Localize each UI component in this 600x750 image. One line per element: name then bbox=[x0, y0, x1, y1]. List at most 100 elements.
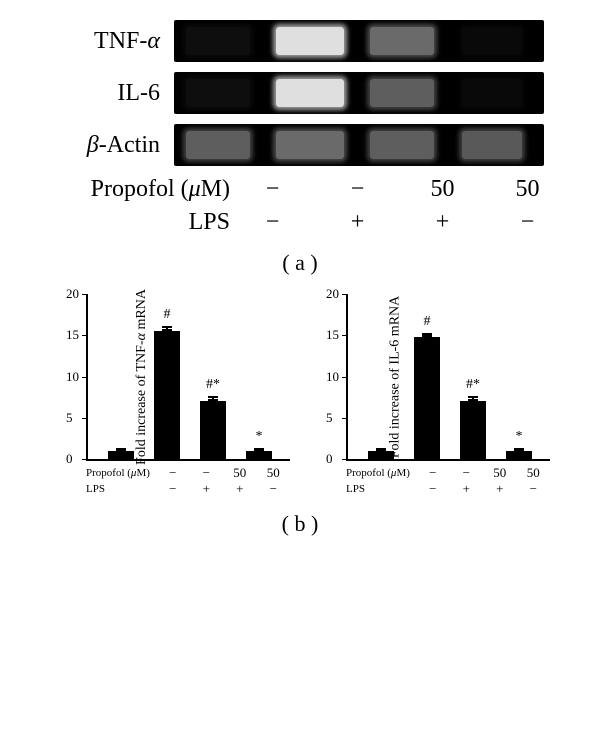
y-tick bbox=[342, 459, 348, 460]
gel-band bbox=[462, 131, 522, 159]
y-tick bbox=[342, 335, 348, 336]
significance-annotation: * bbox=[256, 429, 263, 445]
bar bbox=[506, 451, 532, 459]
condition-row: Propofol (μM)−−5050 bbox=[346, 465, 550, 481]
gel-row: β-Actin bbox=[30, 124, 570, 166]
error-bar bbox=[166, 326, 168, 331]
error-bar bbox=[472, 396, 474, 401]
bar bbox=[414, 337, 440, 459]
bar bbox=[154, 331, 180, 459]
y-tick bbox=[82, 418, 88, 419]
y-tick-label: 5 bbox=[326, 410, 333, 426]
condition-row: LPS−++− bbox=[30, 209, 570, 236]
condition-label: LPS bbox=[86, 483, 156, 495]
plot-area: Fold increase of IL-6 mRNA05101520##** bbox=[346, 294, 550, 461]
condition-value: + bbox=[483, 481, 517, 497]
y-tick bbox=[342, 377, 348, 378]
bar-chart: Fold increase of TNF-α mRNA05101520##**P… bbox=[50, 294, 290, 497]
error-bar bbox=[380, 448, 382, 450]
y-tick-label: 15 bbox=[326, 327, 339, 343]
gel-band bbox=[186, 27, 250, 55]
y-axis-label: Fold increase of IL-6 mRNA bbox=[387, 295, 403, 458]
condition-value: − bbox=[230, 209, 315, 236]
significance-annotation: # bbox=[424, 314, 431, 330]
gel-band bbox=[462, 27, 522, 55]
y-tick-label: 15 bbox=[66, 327, 79, 343]
condition-value: − bbox=[315, 176, 400, 203]
condition-value: + bbox=[315, 209, 400, 236]
condition-value: − bbox=[230, 176, 315, 203]
condition-value: 50 bbox=[400, 176, 485, 203]
condition-value: + bbox=[223, 481, 257, 497]
y-tick bbox=[82, 459, 88, 460]
condition-value: − bbox=[517, 481, 551, 497]
significance-annotation: * bbox=[516, 429, 523, 445]
bar bbox=[460, 401, 486, 459]
gel-band bbox=[370, 131, 434, 159]
gel-row: TNF-α bbox=[30, 20, 570, 62]
y-tick-label: 20 bbox=[326, 286, 339, 302]
panel-a: TNF-αIL-6β-Actin Propofol (μM)−−5050LPS−… bbox=[0, 0, 600, 276]
gel-band bbox=[186, 79, 250, 107]
gel-label: IL-6 bbox=[30, 80, 174, 107]
significance-annotation: #* bbox=[206, 377, 220, 393]
condition-value: − bbox=[156, 481, 190, 497]
error-bar bbox=[120, 448, 122, 450]
y-tick bbox=[342, 418, 348, 419]
gel-strip bbox=[174, 72, 544, 114]
gel-label: TNF-α bbox=[30, 28, 174, 55]
condition-label: Propofol (μM) bbox=[30, 176, 230, 203]
y-tick bbox=[82, 294, 88, 295]
condition-value: − bbox=[416, 481, 450, 497]
condition-value: 50 bbox=[223, 465, 257, 481]
error-bar bbox=[212, 396, 214, 401]
y-tick bbox=[342, 294, 348, 295]
y-tick-label: 0 bbox=[326, 451, 333, 467]
condition-row: LPS−++− bbox=[86, 481, 290, 497]
y-tick-label: 5 bbox=[66, 410, 73, 426]
bar bbox=[108, 451, 134, 459]
condition-value: − bbox=[485, 209, 570, 236]
gel-band bbox=[462, 79, 522, 107]
condition-value: + bbox=[400, 209, 485, 236]
condition-value: − bbox=[190, 465, 224, 481]
gel-band bbox=[186, 131, 250, 159]
gel-band bbox=[276, 131, 344, 159]
gel-strip bbox=[174, 20, 544, 62]
condition-value: − bbox=[416, 465, 450, 481]
condition-value: 50 bbox=[517, 465, 551, 481]
bar bbox=[200, 401, 226, 459]
gel-band bbox=[276, 27, 344, 55]
bar-chart: Fold increase of IL-6 mRNA05101520##**Pr… bbox=[310, 294, 550, 497]
y-tick-label: 0 bbox=[66, 451, 73, 467]
condition-value: 50 bbox=[257, 465, 291, 481]
plot-area: Fold increase of TNF-α mRNA05101520##** bbox=[86, 294, 290, 461]
figure: TNF-αIL-6β-Actin Propofol (μM)−−5050LPS−… bbox=[0, 0, 600, 537]
condition-value: 50 bbox=[485, 176, 570, 203]
y-tick-label: 10 bbox=[326, 369, 339, 385]
condition-value: − bbox=[257, 481, 291, 497]
error-bar bbox=[518, 448, 520, 450]
panel-b-caption: ( b ) bbox=[0, 511, 600, 537]
panel-b: Fold increase of TNF-α mRNA05101520##**P… bbox=[0, 294, 600, 497]
chart-conditions: Propofol (μM)−−5050LPS−++− bbox=[86, 465, 290, 497]
condition-value: − bbox=[450, 465, 484, 481]
chart-conditions: Propofol (μM)−−5050LPS−++− bbox=[346, 465, 550, 497]
bar bbox=[368, 451, 394, 459]
condition-row: LPS−++− bbox=[346, 481, 550, 497]
significance-annotation: # bbox=[164, 307, 171, 323]
condition-value: 50 bbox=[483, 465, 517, 481]
y-tick-label: 20 bbox=[66, 286, 79, 302]
error-bar bbox=[426, 333, 428, 337]
error-bar bbox=[258, 448, 260, 450]
condition-label: Propofol (μM) bbox=[86, 467, 156, 479]
y-tick-label: 10 bbox=[66, 369, 79, 385]
gel-band bbox=[370, 27, 434, 55]
y-tick bbox=[82, 335, 88, 336]
bar bbox=[246, 451, 272, 459]
panel-a-caption: ( a ) bbox=[30, 250, 570, 276]
condition-label: LPS bbox=[30, 209, 230, 236]
y-tick bbox=[82, 377, 88, 378]
y-axis-label: Fold increase of TNF-α mRNA bbox=[134, 289, 150, 465]
condition-row: Propofol (μM)−−5050 bbox=[86, 465, 290, 481]
